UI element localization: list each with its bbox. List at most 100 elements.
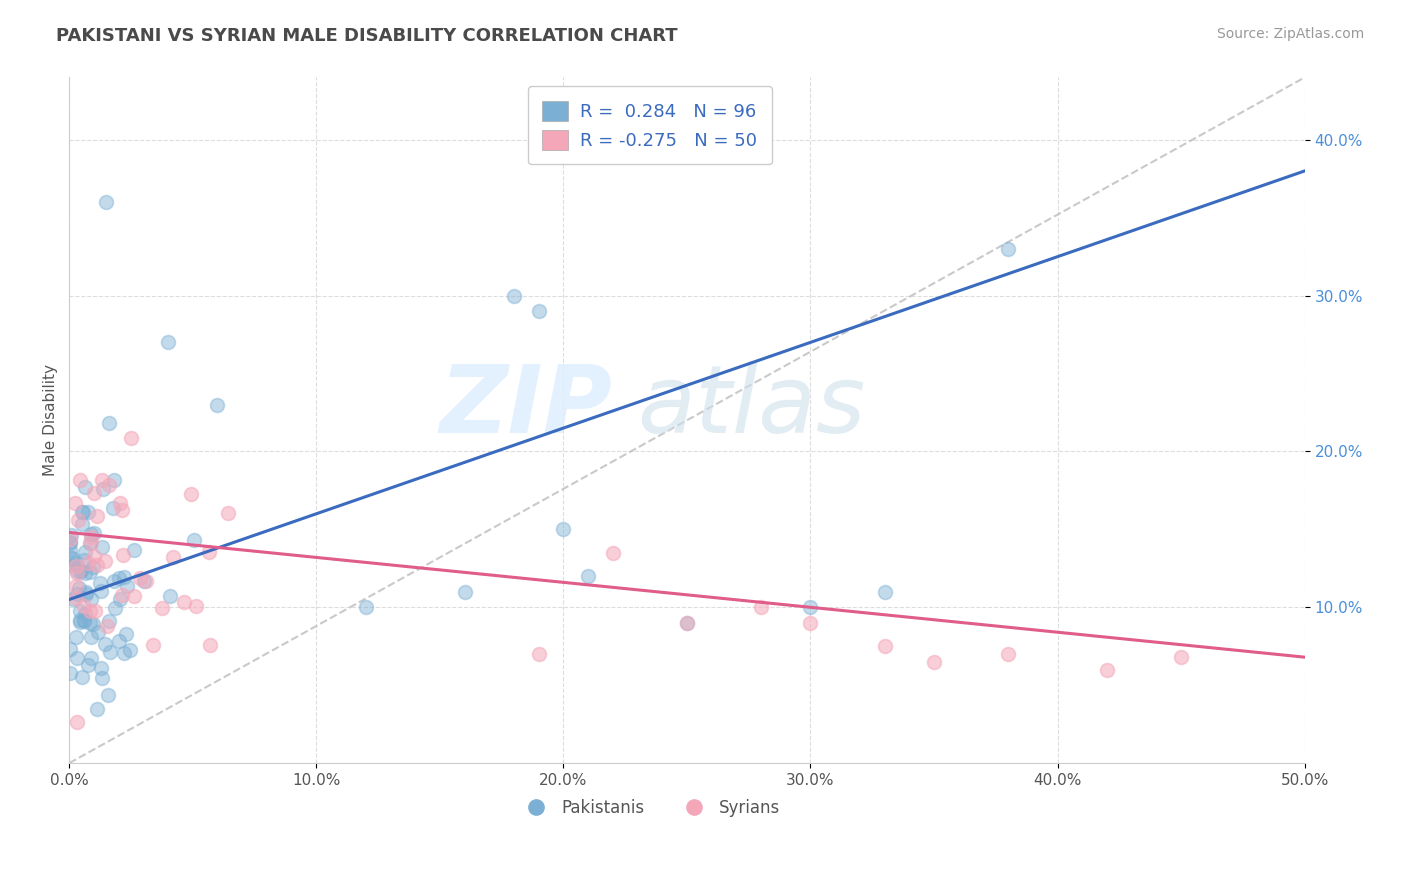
Point — [98, 478, 121, 492]
Point — [207, 398, 229, 412]
Point — [80, 651, 103, 665]
Point — [115, 579, 138, 593]
Point — [997, 647, 1019, 661]
Point — [86, 701, 108, 715]
Point — [184, 599, 207, 614]
Point — [65, 558, 87, 573]
Point — [103, 473, 125, 487]
Point — [799, 615, 821, 630]
Point — [80, 530, 103, 544]
Point — [135, 574, 157, 588]
Point — [108, 634, 131, 648]
Point — [65, 579, 87, 593]
Point — [104, 601, 127, 615]
Point — [66, 650, 89, 665]
Point — [62, 558, 84, 572]
Point — [79, 566, 101, 580]
Point — [65, 630, 87, 644]
Point — [83, 486, 105, 500]
Point — [97, 614, 120, 628]
Y-axis label: Male Disability: Male Disability — [44, 364, 58, 476]
Point — [83, 549, 105, 564]
Point — [66, 715, 89, 730]
Point — [89, 575, 111, 590]
Point — [453, 584, 475, 599]
Point — [527, 304, 550, 318]
Text: atlas: atlas — [637, 361, 866, 452]
Point — [90, 661, 112, 675]
Point — [103, 500, 125, 515]
Point — [59, 536, 82, 550]
Point — [75, 584, 97, 599]
Point — [118, 642, 141, 657]
Point — [79, 604, 101, 618]
Point — [59, 532, 82, 546]
Point — [79, 527, 101, 541]
Point — [79, 536, 101, 550]
Point — [69, 615, 91, 629]
Point — [354, 600, 377, 615]
Point — [73, 552, 96, 566]
Point — [142, 638, 165, 652]
Point — [82, 616, 104, 631]
Point — [112, 646, 135, 660]
Point — [82, 560, 104, 574]
Point — [159, 589, 181, 603]
Point — [60, 551, 83, 566]
Point — [59, 535, 82, 549]
Point — [97, 416, 120, 430]
Point — [69, 604, 91, 618]
Point — [73, 614, 96, 628]
Point — [873, 639, 896, 653]
Point — [90, 540, 112, 554]
Point — [157, 335, 180, 350]
Point — [70, 516, 93, 531]
Point — [83, 526, 105, 541]
Point — [183, 533, 205, 548]
Point — [122, 589, 145, 603]
Point — [103, 574, 125, 589]
Point — [128, 571, 150, 585]
Point — [70, 505, 93, 519]
Point — [108, 591, 131, 606]
Point — [676, 615, 699, 630]
Point — [111, 548, 134, 562]
Point — [217, 506, 239, 520]
Point — [527, 647, 550, 661]
Point — [676, 615, 699, 630]
Point — [80, 592, 103, 607]
Point — [73, 545, 96, 559]
Point — [94, 553, 117, 567]
Point — [77, 556, 100, 570]
Point — [111, 502, 134, 516]
Point — [799, 600, 821, 615]
Point — [86, 509, 108, 524]
Point — [108, 496, 131, 510]
Point — [198, 638, 221, 652]
Point — [96, 195, 118, 210]
Point — [90, 474, 112, 488]
Point — [162, 550, 184, 565]
Legend: Pakistanis, Syrians: Pakistanis, Syrians — [513, 792, 787, 823]
Point — [922, 655, 945, 669]
Point — [77, 505, 100, 519]
Point — [749, 600, 772, 615]
Point — [65, 556, 87, 570]
Point — [96, 618, 118, 632]
Point — [79, 630, 101, 644]
Point — [75, 566, 97, 580]
Point — [72, 504, 94, 518]
Point — [69, 565, 91, 579]
Point — [98, 645, 121, 659]
Point — [114, 627, 136, 641]
Point — [66, 513, 89, 527]
Point — [997, 242, 1019, 256]
Point — [150, 600, 173, 615]
Point — [59, 642, 82, 657]
Point — [76, 657, 98, 672]
Point — [84, 604, 107, 618]
Point — [69, 564, 91, 578]
Point — [97, 688, 120, 702]
Point — [111, 588, 134, 602]
Point — [198, 545, 221, 559]
